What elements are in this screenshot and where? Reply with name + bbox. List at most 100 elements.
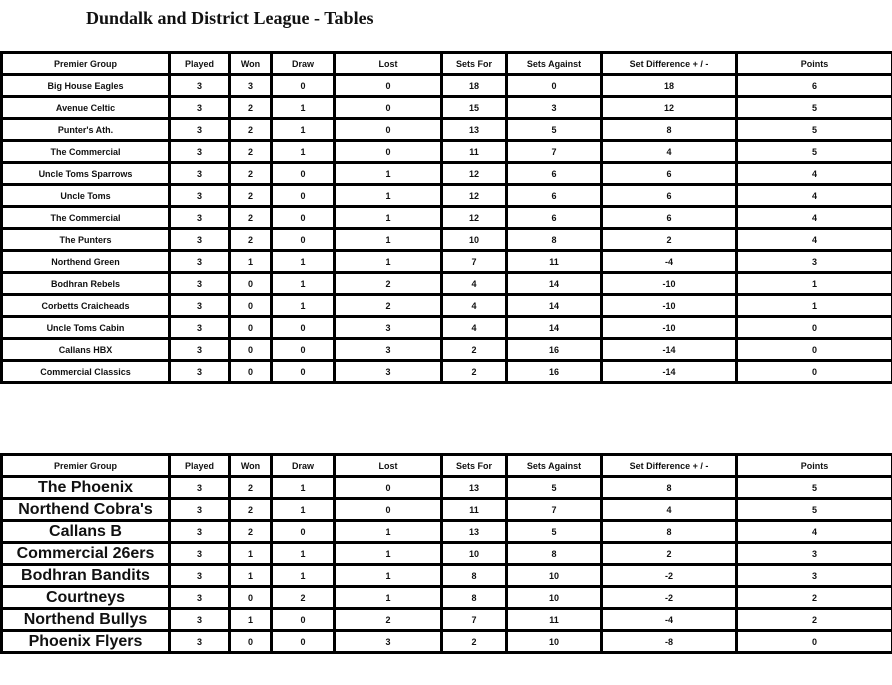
cell-lost: 1 (333, 249, 443, 274)
cell-lost: 1 (333, 519, 443, 544)
cell-draw: 1 (270, 95, 336, 120)
cell-sets-against: 8 (505, 227, 603, 252)
cell-set-difference: 6 (600, 183, 738, 208)
cell-lost: 1 (333, 563, 443, 588)
cell-sets-for: 4 (440, 271, 508, 296)
cell-won: 2 (228, 519, 273, 544)
table-row: The Commercial 3 2 1 0 11 7 4 5 (0, 139, 892, 164)
cell-won: 1 (228, 563, 273, 588)
cell-won: 2 (228, 205, 273, 230)
cell-lost: 0 (333, 497, 443, 522)
header-played: Played (168, 51, 231, 76)
cell-won: 2 (228, 95, 273, 120)
table-row: Phoenix Flyers 3 0 0 3 2 10 -8 0 (0, 629, 892, 654)
cell-set-difference: -2 (600, 585, 738, 610)
header-row: Premier Group Played Won Draw Lost Sets For Se… (0, 51, 892, 76)
cell-points: 3 (735, 563, 892, 588)
cell-set-difference: -14 (600, 359, 738, 384)
cell-set-difference: 4 (600, 139, 738, 164)
header-team: Premier Group (0, 51, 171, 76)
cell-team: The Commercial (0, 205, 171, 230)
cell-points: 4 (735, 205, 892, 230)
cell-won: 2 (228, 117, 273, 142)
cell-sets-against: 14 (505, 271, 603, 296)
cell-set-difference: -14 (600, 337, 738, 362)
cell-lost: 3 (333, 359, 443, 384)
table-row: Uncle Toms Sparrows 3 2 0 1 12 6 6 4 (0, 161, 892, 186)
cell-lost: 3 (333, 337, 443, 362)
cell-sets-against: 6 (505, 161, 603, 186)
cell-sets-for: 4 (440, 293, 508, 318)
cell-draw: 0 (270, 359, 336, 384)
cell-team: Corbetts Craicheads (0, 293, 171, 318)
cell-sets-for: 12 (440, 205, 508, 230)
page-title: Dundalk and District League - Tables (86, 8, 374, 28)
cell-won: 0 (228, 629, 273, 654)
cell-team: Uncle Toms Sparrows (0, 161, 171, 186)
cell-sets-for: 10 (440, 541, 508, 566)
cell-points: 0 (735, 359, 892, 384)
cell-points: 5 (735, 139, 892, 164)
league-table-2: Premier Group Played Won Draw Lost Sets For Se… (0, 453, 892, 654)
cell-sets-against: 14 (505, 293, 603, 318)
cell-won: 2 (228, 183, 273, 208)
cell-set-difference: -4 (600, 249, 738, 274)
cell-sets-against: 8 (505, 541, 603, 566)
cell-sets-for: 11 (440, 139, 508, 164)
cell-points: 5 (735, 497, 892, 522)
cell-points: 3 (735, 249, 892, 274)
table-row: Uncle Toms Cabin 3 0 0 3 4 14 -10 0 (0, 315, 892, 340)
cell-team: Commercial 26ers (0, 541, 171, 566)
cell-draw: 0 (270, 205, 336, 230)
league-table-1: Premier Group Played Won Draw Lost Sets For Se… (0, 51, 892, 384)
table-row: The Punters 3 2 0 1 10 8 2 4 (0, 227, 892, 252)
cell-sets-against: 5 (505, 475, 603, 500)
cell-sets-for: 4 (440, 315, 508, 340)
table-row: Avenue Celtic 3 2 1 0 15 3 12 5 (0, 95, 892, 120)
cell-played: 3 (168, 139, 231, 164)
cell-points: 1 (735, 271, 892, 296)
cell-played: 3 (168, 183, 231, 208)
table-row: Northend Bullys 3 1 0 2 7 11 -4 2 (0, 607, 892, 632)
cell-sets-for: 11 (440, 497, 508, 522)
cell-won: 2 (228, 227, 273, 252)
cell-sets-for: 2 (440, 629, 508, 654)
cell-lost: 1 (333, 183, 443, 208)
cell-played: 3 (168, 497, 231, 522)
cell-points: 0 (735, 337, 892, 362)
header-draw: Draw (270, 51, 336, 76)
cell-points: 4 (735, 519, 892, 544)
cell-set-difference: -10 (600, 271, 738, 296)
cell-points: 2 (735, 585, 892, 610)
cell-played: 3 (168, 205, 231, 230)
header-sets-for: Sets For (440, 51, 508, 76)
cell-team: Northend Bullys (0, 607, 171, 632)
cell-played: 3 (168, 249, 231, 274)
cell-points: 1 (735, 293, 892, 318)
cell-played: 3 (168, 271, 231, 296)
cell-sets-for: 13 (440, 519, 508, 544)
cell-team: Punter's Ath. (0, 117, 171, 142)
table-row: Punter's Ath. 3 2 1 0 13 5 8 5 (0, 117, 892, 142)
header-sets-against: Sets Against (505, 453, 603, 478)
cell-played: 3 (168, 161, 231, 186)
cell-team: Northend Green (0, 249, 171, 274)
cell-sets-for: 2 (440, 337, 508, 362)
cell-set-difference: 12 (600, 95, 738, 120)
cell-set-difference: -10 (600, 315, 738, 340)
cell-lost: 3 (333, 629, 443, 654)
cell-team: Callans HBX (0, 337, 171, 362)
cell-draw: 0 (270, 183, 336, 208)
cell-set-difference: -10 (600, 293, 738, 318)
cell-played: 3 (168, 359, 231, 384)
table-row: Uncle Toms 3 2 0 1 12 6 6 4 (0, 183, 892, 208)
cell-sets-against: 16 (505, 337, 603, 362)
cell-won: 1 (228, 541, 273, 566)
cell-set-difference: 4 (600, 497, 738, 522)
header-won: Won (228, 453, 273, 478)
cell-played: 3 (168, 315, 231, 340)
header-points: Points (735, 51, 892, 76)
header-won: Won (228, 51, 273, 76)
table-row: Commercial 26ers 3 1 1 1 10 8 2 3 (0, 541, 892, 566)
cell-points: 4 (735, 161, 892, 186)
